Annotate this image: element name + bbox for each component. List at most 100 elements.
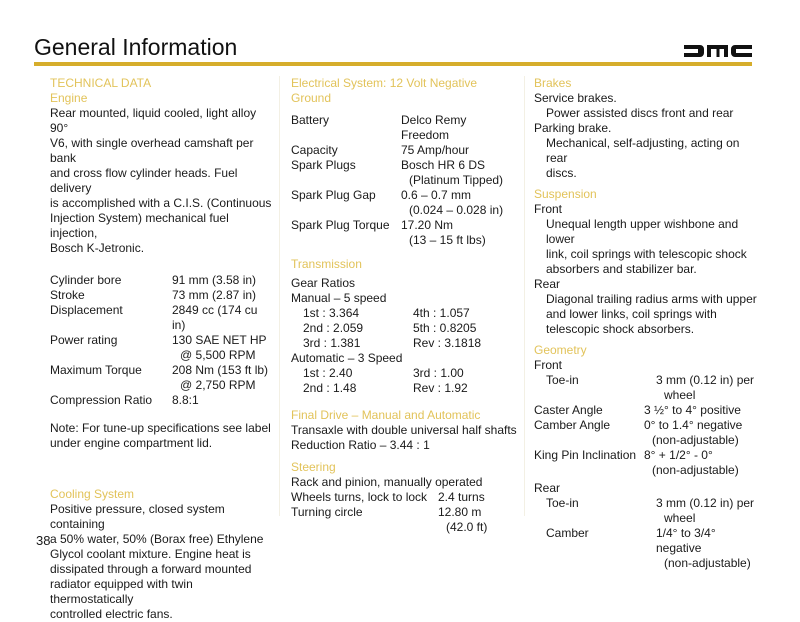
column-divider xyxy=(279,76,280,516)
section-heading: Steering xyxy=(291,460,336,474)
section-heading: Engine xyxy=(50,91,88,105)
spec-row: Wheels turns, lock to lock 2.4 turns xyxy=(291,490,517,505)
text-line: Bosch K-Jetronic. xyxy=(50,241,145,255)
spec-value-line: 3 mm (0.12 in) per xyxy=(656,496,755,510)
text-line: Injection System) mechanical fuel inject… xyxy=(50,211,229,240)
gear-row: 3rd : 1.381 Rev : 3.1818 xyxy=(291,336,517,351)
page-title: General Information xyxy=(34,34,238,60)
text-line: V6, with single overhead camshaft per ba… xyxy=(50,136,254,165)
spec-value-line: (non-adjustable) xyxy=(652,463,739,477)
text-line: link, coil springs with telescopic shock xyxy=(546,247,747,261)
spec-row: Camber 1/4° to 3/4° negative (non-adjustab… xyxy=(534,526,764,571)
spec-value: 8.8:1 xyxy=(172,393,272,408)
text-line: Unequal length upper wishbone and lower xyxy=(546,217,739,246)
spec-value-line: (13 – 15 ft lbs) xyxy=(409,233,486,247)
spec-label: Compression Ratio xyxy=(50,393,153,407)
spec-value: Rev : 1.92 xyxy=(413,381,517,396)
spacer xyxy=(291,453,517,460)
spec-row: Compression Ratio 8.8:1 xyxy=(50,393,272,408)
spec-value: Delco Remy Freedom xyxy=(401,113,517,143)
spec-value: Rev : 3.1818 xyxy=(413,336,517,351)
text-line: a 50% water, 50% (Borax free) Ethylene xyxy=(50,532,264,546)
text-line: telescopic shock absorbers. xyxy=(546,322,695,336)
text-line: controlled electric fans. xyxy=(50,607,173,621)
spec-label: Turning circle xyxy=(291,505,363,519)
spec-value-line: 5th : 0.8205 xyxy=(413,321,477,335)
text-line: Transaxle with double universal half sha… xyxy=(291,423,517,437)
spec-value: 2.4 turns xyxy=(438,490,517,505)
section-heading: TECHNICAL DATA xyxy=(50,76,152,90)
spec-label: 1st : 3.364 xyxy=(303,306,360,320)
spec-value: 0° to 1.4° negative (non-adjustable) xyxy=(644,418,764,448)
spec-value: 12.80 m (42.0 ft) xyxy=(438,505,517,535)
gear-row: 2nd : 1.48 Rev : 1.92 xyxy=(291,381,517,396)
text-line: Rear mounted, liquid cooled, light alloy… xyxy=(50,106,257,135)
spec-value: 17.20 Nm (13 – 15 ft lbs) xyxy=(401,218,517,248)
spec-value-line: 17.20 Nm xyxy=(401,218,454,232)
spec-label: 3rd : 1.381 xyxy=(303,336,361,350)
text-line: and cross flow cylinder heads. Fuel deli… xyxy=(50,166,238,195)
spacer xyxy=(291,396,517,408)
spec-value-line: wheel xyxy=(664,511,696,525)
spec-value-line: @ 2,750 RPM xyxy=(180,378,256,392)
spacer xyxy=(50,256,272,273)
spec-row: Power rating 130 SAE NET HP @ 5,500 RPM xyxy=(50,333,272,363)
text-line: and lower links, coil springs with xyxy=(546,307,717,321)
spec-label: King Pin Inclination xyxy=(534,448,637,462)
spec-row: King Pin Inclination 8° + 1/2° - 0° (non-a… xyxy=(534,448,764,478)
gear-row: 2nd : 2.059 5th : 0.8205 xyxy=(291,321,517,336)
spec-value-line: 3 ½° to 4° positive xyxy=(644,403,741,417)
text-line: Mechanical, self-adjusting, acting on re… xyxy=(546,136,740,165)
spacer xyxy=(50,408,272,421)
spec-value-line: 12.80 m xyxy=(438,505,482,519)
text-line: Gear Ratios xyxy=(291,276,356,290)
spec-value-line: 3 mm (0.12 in) per xyxy=(656,373,755,387)
spec-value-line: (non-adjustable) xyxy=(664,556,751,570)
spec-label: Spark Plugs xyxy=(291,158,356,172)
spec-row: Toe-in 3 mm (0.12 in) per wheel xyxy=(534,373,764,403)
spec-row: Caster Angle 3 ½° to 4° positive xyxy=(534,403,764,418)
text-line: under engine compartment lid. xyxy=(50,436,213,450)
spec-value: 91 mm (3.58 in) xyxy=(172,273,272,288)
spec-label: 2nd : 1.48 xyxy=(303,381,357,395)
spec-value: 5th : 0.8205 xyxy=(413,321,517,336)
column-divider xyxy=(524,76,525,516)
spec-value-line: wheel xyxy=(664,388,696,402)
spec-value-line: (42.0 ft) xyxy=(446,520,488,534)
spec-value-line: 73 mm (2.87 in) xyxy=(172,288,257,302)
spec-row: Displacement 2849 cc (174 cu in) xyxy=(50,303,272,333)
spec-value: 3 mm (0.12 in) per wheel xyxy=(656,373,764,403)
spec-value-line: Delco Remy Freedom xyxy=(401,113,467,142)
section-heading: Transmission xyxy=(291,257,362,271)
spec-value: 1/4° to 3/4° negative (non-adjustable) xyxy=(656,526,764,571)
spec-row: Stroke 73 mm (2.87 in) xyxy=(50,288,272,303)
spec-value-line: (Platinum Tipped) xyxy=(409,173,504,187)
spec-label: Battery xyxy=(291,113,330,127)
section-heading: Ground xyxy=(291,91,332,105)
spec-label: Toe-in xyxy=(546,373,579,387)
spec-value-line: 2.4 turns xyxy=(438,490,485,504)
text-line: discs. xyxy=(546,166,577,180)
spec-value: 2849 cc (174 cu in) xyxy=(172,303,272,333)
text-line: Note: For tune-up specifications see lab… xyxy=(50,421,271,435)
text-line: Glycol coolant mixture. Engine heat is xyxy=(50,547,251,561)
spec-label: Displacement xyxy=(50,303,123,317)
text-line: Service brakes. xyxy=(534,91,617,105)
spec-value: Bosch HR 6 DS (Platinum Tipped) xyxy=(401,158,517,188)
spec-value: 75 Amp/hour xyxy=(401,143,517,158)
text-line: Front xyxy=(534,358,563,372)
spec-label: Power rating xyxy=(50,333,118,347)
spec-label: Camber Angle xyxy=(534,418,611,432)
spec-value-line: Rev : 3.1818 xyxy=(413,336,482,350)
spec-value: 208 Nm (153 ft lb) @ 2,750 RPM xyxy=(172,363,272,393)
column-technical-data: TECHNICAL DATA Engine Rear mounted, liquid… xyxy=(50,76,272,622)
spec-value-line: 75 Amp/hour xyxy=(401,143,470,157)
text-line: Front xyxy=(534,202,563,216)
spec-value-line: 8.8:1 xyxy=(172,393,199,407)
text-line: Rear xyxy=(534,481,561,495)
spec-value: 3rd : 1.00 xyxy=(413,366,517,381)
spec-value: 4th : 1.057 xyxy=(413,306,517,321)
gear-row: 1st : 3.364 4th : 1.057 xyxy=(291,306,517,321)
spec-value-line: @ 5,500 RPM xyxy=(180,348,256,362)
spec-value-line: 2849 cc (174 cu in) xyxy=(172,303,258,332)
